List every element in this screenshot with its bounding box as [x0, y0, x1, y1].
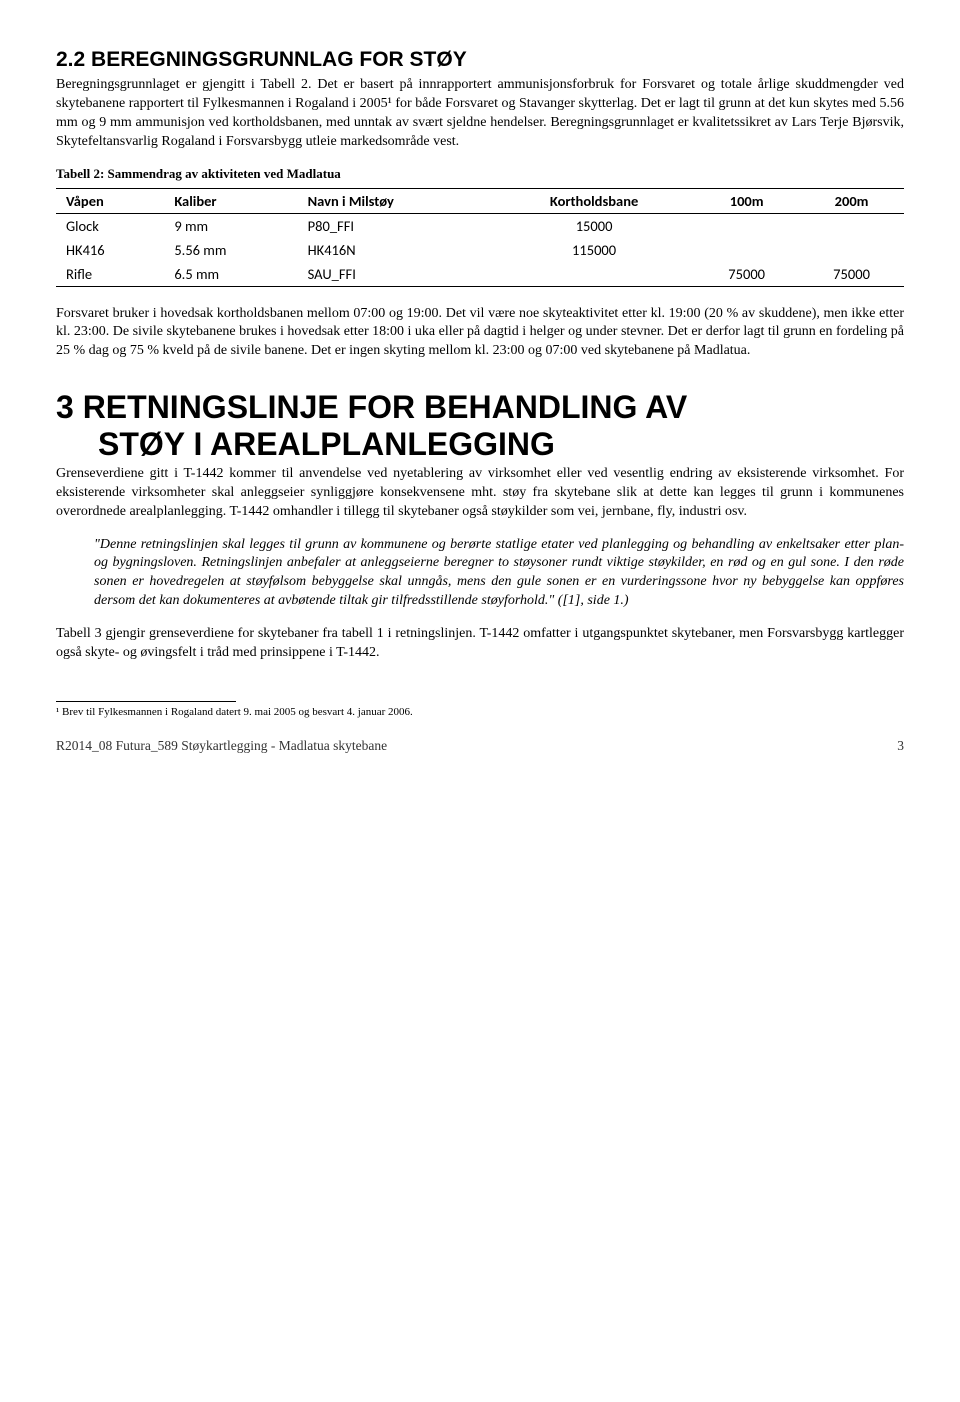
cell: HK416	[56, 238, 164, 262]
footnote-1: ¹ Brev til Fylkesmannen i Rogaland dater…	[56, 706, 904, 718]
heading-2-2: 2.2 BEREGNINGSGRUNNLAG FOR STØY	[56, 48, 904, 72]
col-200m: 200m	[799, 188, 904, 213]
cell: 15000	[494, 213, 694, 238]
col-kaliber: Kaliber	[164, 188, 297, 213]
page-footer: R2014_08 Futura_589 Støykartlegging - Ma…	[56, 738, 904, 754]
cell: Glock	[56, 213, 164, 238]
col-navn: Navn i Milstøy	[298, 188, 494, 213]
cell: 9 mm	[164, 213, 297, 238]
heading-3: 3 RETNINGSLINJE FOR BEHANDLING AV STØY I…	[56, 389, 904, 463]
col-100m: 100m	[694, 188, 799, 213]
table-2: Våpen Kaliber Navn i Milstøy Kortholdsba…	[56, 188, 904, 287]
footnote-separator	[56, 701, 236, 702]
cell	[694, 238, 799, 262]
cell: 75000	[694, 262, 799, 287]
cell	[799, 213, 904, 238]
cell: HK416N	[298, 238, 494, 262]
table-row: HK416 5.56 mm HK416N 115000	[56, 238, 904, 262]
col-kortholdsbane: Kortholdsbane	[494, 188, 694, 213]
cell: 75000	[799, 262, 904, 287]
cell: P80_FFI	[298, 213, 494, 238]
section-2-2: 2.2 BEREGNINGSGRUNNLAG FOR STØY Beregnin…	[56, 48, 904, 361]
cell	[694, 213, 799, 238]
col-vapen: Våpen	[56, 188, 164, 213]
footer-left: R2014_08 Futura_589 Støykartlegging - Ma…	[56, 738, 387, 754]
table-2-caption: Tabell 2: Sammendrag av aktiviteten ved …	[56, 166, 904, 182]
table-row: Glock 9 mm P80_FFI 15000	[56, 213, 904, 238]
cell: 6.5 mm	[164, 262, 297, 287]
table-header-row: Våpen Kaliber Navn i Milstøy Kortholdsba…	[56, 188, 904, 213]
para-2-2-1: Beregningsgrunnlaget er gjengitt i Tabel…	[56, 76, 904, 152]
cell	[799, 238, 904, 262]
heading-3-line2: STØY I AREALPLANLEGGING	[56, 426, 904, 463]
para-3-2: Tabell 3 gjengir grenseverdiene for skyt…	[56, 625, 904, 663]
cell: Rifle	[56, 262, 164, 287]
quote-3: "Denne retningslinjen skal legges til gr…	[94, 536, 904, 612]
para-3-1: Grenseverdiene gitt i T-1442 kommer til …	[56, 465, 904, 522]
section-3: 3 RETNINGSLINJE FOR BEHANDLING AV STØY I…	[56, 389, 904, 663]
cell: 5.56 mm	[164, 238, 297, 262]
heading-3-line1: 3 RETNINGSLINJE FOR BEHANDLING AV	[56, 389, 687, 425]
cell: 115000	[494, 238, 694, 262]
footer-page-number: 3	[897, 738, 904, 754]
cell	[494, 262, 694, 287]
para-2-2-2: Forsvaret bruker i hovedsak kortholdsban…	[56, 305, 904, 362]
cell: SAU_FFI	[298, 262, 494, 287]
table-row: Rifle 6.5 mm SAU_FFI 75000 75000	[56, 262, 904, 287]
